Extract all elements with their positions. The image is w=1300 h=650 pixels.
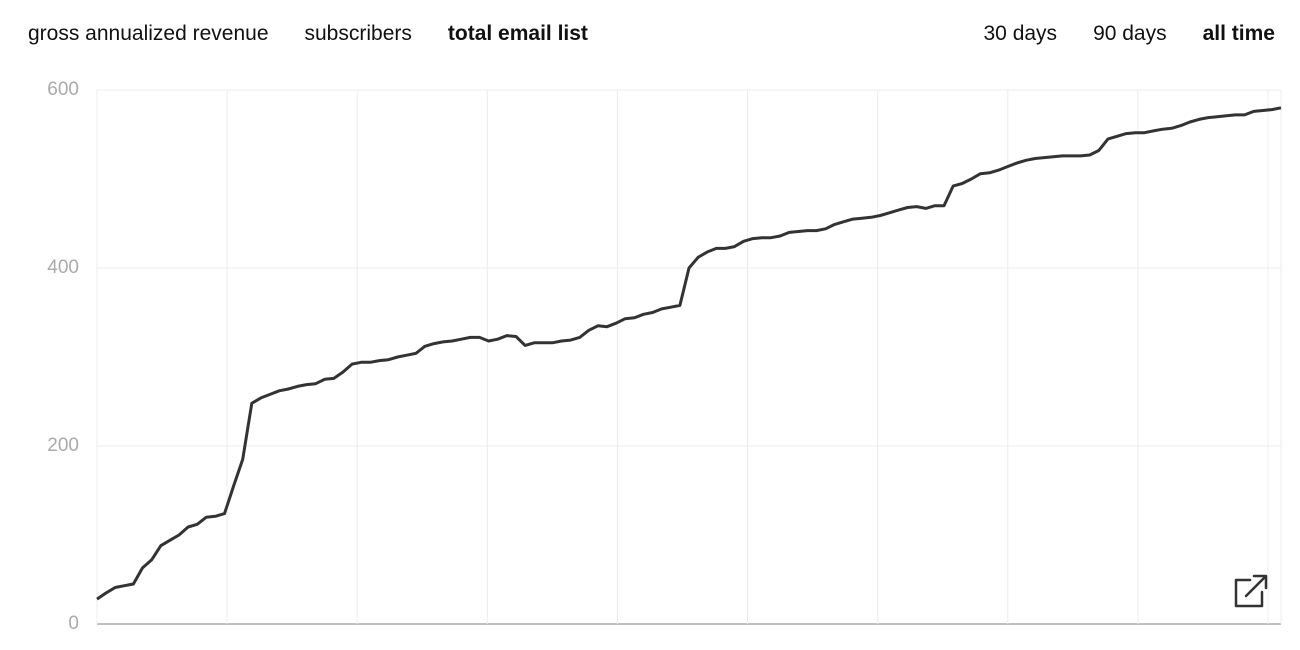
tab[interactable]: gross annualized revenue <box>28 22 269 45</box>
y-tick-label: 400 <box>47 257 79 278</box>
y-tick-label: 0 <box>68 613 79 634</box>
tab[interactable]: 30 days <box>983 22 1058 45</box>
tab[interactable]: 90 days <box>1093 22 1167 45</box>
range-tabs: 30 days 90 days all time <box>984 22 1276 46</box>
tab[interactable]: all time <box>1202 22 1275 45</box>
line-series <box>96 106 1282 601</box>
y-tick-label: 200 <box>47 435 79 456</box>
open-external-icon[interactable] <box>1234 574 1268 608</box>
tab[interactable]: subscribers <box>304 22 412 45</box>
tab[interactable]: total email list <box>447 22 588 45</box>
metric-tabs: gross annualized revenue subscribers total… <box>28 22 588 46</box>
y-tick-label: 600 <box>47 79 79 100</box>
